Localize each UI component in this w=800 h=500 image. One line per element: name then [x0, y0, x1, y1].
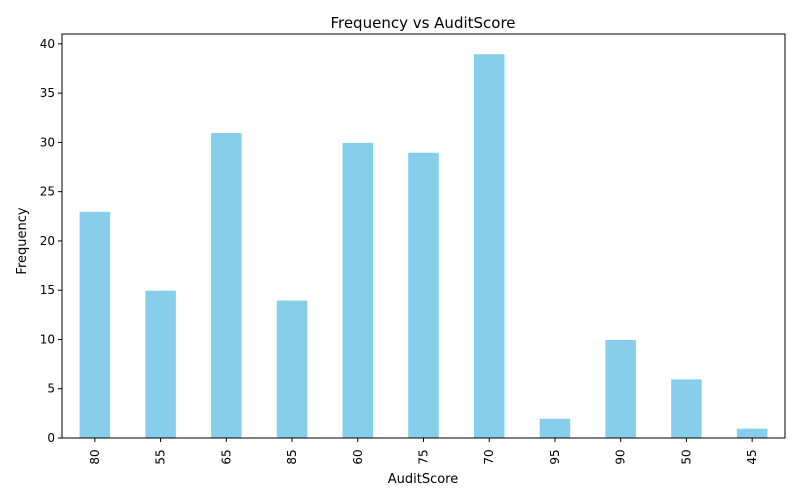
bar-90 [604, 338, 637, 439]
bar-85 [275, 299, 309, 439]
y-tick-label: 25 [40, 185, 55, 199]
x-tick-label: 45 [745, 449, 759, 464]
bar-65 [210, 132, 243, 439]
x-tick-label: 75 [417, 449, 431, 464]
y-axis-ticks: 0 5 10 15 20 25 30 35 40 [40, 37, 62, 445]
bar-60 [341, 141, 375, 439]
bar-55 [144, 289, 177, 439]
x-tick-label: 90 [614, 449, 628, 464]
y-tick-label: 40 [40, 37, 55, 51]
bar-70 [472, 53, 506, 439]
x-tick-label: 85 [285, 449, 299, 464]
plot-frame [61, 33, 786, 439]
chart-title: Frequency vs AuditScore [330, 14, 515, 32]
y-tick-label: 5 [47, 382, 55, 396]
x-tick-label: 50 [679, 449, 693, 464]
bar-80 [78, 210, 112, 439]
y-tick-label: 35 [40, 86, 55, 100]
x-tick-label: 65 [219, 449, 233, 464]
x-axis-label: AuditScore [388, 472, 459, 487]
y-tick-label: 30 [40, 135, 55, 149]
x-tick-label: 55 [154, 449, 168, 464]
x-tick-label: 60 [351, 449, 365, 464]
bar-50 [670, 378, 703, 439]
y-axis-label: Frequency [15, 207, 30, 274]
bar-45 [735, 427, 769, 439]
x-tick-label: 80 [88, 449, 102, 464]
bar-75 [407, 151, 440, 439]
x-tick-label: 70 [482, 449, 496, 464]
y-tick-label: 0 [47, 431, 55, 445]
x-axis-ticks: 80 55 65 85 60 75 70 95 90 50 45 [88, 438, 759, 465]
y-tick-label: 20 [40, 234, 55, 248]
y-tick-label: 10 [40, 332, 55, 346]
bar-95 [538, 417, 572, 439]
y-tick-label: 15 [40, 283, 55, 297]
x-tick-label: 95 [548, 449, 562, 464]
bars-group [78, 53, 769, 439]
